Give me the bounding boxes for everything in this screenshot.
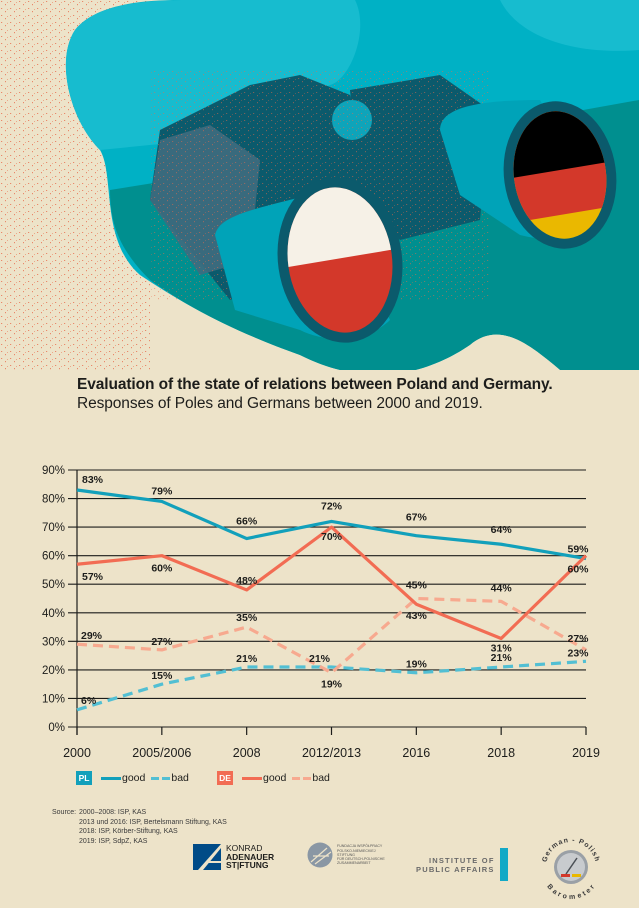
chart-legend: PL good bad DE good bad <box>76 770 576 788</box>
data-label: 21% <box>491 652 513 664</box>
source-line: 2013 und 2016: ISP, Bertelsmann Stiftung… <box>79 818 227 826</box>
data-label: 19% <box>321 679 343 691</box>
isp-bar <box>499 848 508 881</box>
legend-group-de: DE good bad <box>217 770 330 786</box>
series-line-pl-bad <box>76 659 587 712</box>
data-label: 60% <box>567 564 589 576</box>
data-label: 35% <box>236 612 258 624</box>
isp-logo: INSTITUTE OF PUBLIC AFFAIRS <box>416 848 508 881</box>
kas-line3: ST|FTUNG <box>226 860 269 871</box>
line-chart: 0% 10% 20% 30% 40% 50% 60% 70% 80% 90% 2000 2005/2… <box>42 465 600 760</box>
y-tick-label: 90% <box>42 465 65 477</box>
isp-line1: INSTITUTE OF <box>428 855 495 865</box>
data-label: 6% <box>81 695 97 707</box>
data-label: 66% <box>236 516 258 528</box>
data-labels: 83% 79% 66% 72% 67% 64% 59% 57% 60% 48% 70% 43% 31% 6… <box>81 474 589 707</box>
x-tick-label: 2018 <box>487 746 515 760</box>
kas-line1: KONRAD <box>226 843 263 854</box>
data-label: 23% <box>567 647 589 659</box>
fwpn-line2: POLSKO-NIEMIECKIEJ <box>337 848 376 853</box>
source-note: Source: 2000–2008: ISP, KAS 2013 und 2016… <box>52 808 227 846</box>
series-line-pl-good <box>76 488 587 561</box>
y-tick-label: 20% <box>42 665 65 677</box>
source-line: 2018: ISP, Körber-Stiftung, KAS <box>79 828 178 835</box>
pl-good-label: good <box>122 772 146 784</box>
de-bad-label: bad <box>312 772 330 784</box>
data-label: 43% <box>406 610 428 622</box>
source-line: 2000–2008: ISP, KAS <box>79 809 147 816</box>
data-label: 45% <box>406 580 428 592</box>
fwpn-line3: STIFTUNG <box>337 852 355 857</box>
data-label: 64% <box>491 524 513 536</box>
y-tick-label: 0% <box>48 722 65 734</box>
chart-title: Evaluation of the state of relations bet… <box>77 376 553 393</box>
series-lines <box>76 488 588 712</box>
data-label: 72% <box>321 500 343 512</box>
partner-logos: KONRAD ADENAUER ST|FTUNG FUNDACJA WSPÓŁP… <box>0 830 639 900</box>
x-tick-label: 2005/2006 <box>132 746 191 760</box>
data-label: 83% <box>82 474 104 486</box>
fwpn-logo-icon <box>307 842 333 868</box>
isp-line2: PUBLIC AFFAIRS <box>416 864 495 874</box>
x-tick-label: 2008 <box>233 746 261 760</box>
kas-logo-icon <box>193 844 221 870</box>
y-tick-label: 30% <box>42 636 65 648</box>
source-line: 2019: ISP, SdpZ, KAS <box>79 837 148 845</box>
x-tick-label: 2012/2013 <box>302 746 361 760</box>
y-tick-label: 50% <box>42 579 65 591</box>
y-axis-ticks: 0% 10% 20% 30% 40% 50% 60% 70% 80% 90% <box>42 465 65 734</box>
pl-good-swatch <box>101 776 121 780</box>
data-label: 60% <box>151 563 173 575</box>
pl-badge: PL <box>76 771 92 785</box>
y-tick-label: 40% <box>42 608 65 620</box>
y-tick-label: 10% <box>42 693 65 705</box>
data-label: 59% <box>567 544 589 556</box>
data-label: 70% <box>321 531 343 543</box>
data-label: 27% <box>567 633 589 645</box>
de-good-swatch <box>242 776 262 780</box>
de-badge: DE <box>217 771 233 785</box>
y-tick-label: 80% <box>42 494 65 506</box>
data-label: 57% <box>82 571 104 583</box>
data-label: 19% <box>406 659 428 671</box>
x-axis-ticks: 2000 2005/2006 2008 2012/2013 2016 2018 2019 <box>63 727 600 760</box>
barometer-bottom-text: Barometer <box>545 883 595 900</box>
sand-hill <box>420 334 560 370</box>
fwpn-line4: FÜR DEUTSCH-POLNISCHE <box>337 857 385 862</box>
series-line-de-good <box>76 525 588 641</box>
x-tick-label: 2016 <box>402 746 430 760</box>
data-label: 27% <box>151 636 173 648</box>
data-label: 15% <box>151 670 173 682</box>
data-label: 29% <box>81 630 103 642</box>
series-line-de-bad <box>76 596 587 675</box>
fwpn-line1: FUNDACJA WSPÓŁPRACY <box>337 844 383 849</box>
source-label: Source: <box>52 809 77 816</box>
svg-text:Barometer: Barometer <box>545 883 597 900</box>
pl-bad-label: bad <box>171 772 189 784</box>
sky-light-shape-2 <box>500 0 639 51</box>
x-tick-label: 2000 <box>63 746 91 760</box>
binoculars-illustration <box>0 0 639 370</box>
de-bad-swatch <box>292 776 312 780</box>
data-label: 48% <box>236 575 258 587</box>
de-good-label: good <box>263 772 287 784</box>
fwpn-line5: ZUSAMMENARBEIT <box>337 861 371 866</box>
kas-logo: KONRAD ADENAUER ST|FTUNG <box>193 844 274 870</box>
data-label: 79% <box>151 485 173 497</box>
barometer-logo: German - Polish Barometer <box>541 837 599 900</box>
data-label: 31% <box>491 642 513 654</box>
pl-bad-swatch <box>151 776 171 780</box>
y-tick-label: 60% <box>42 551 65 563</box>
data-label: 21% <box>309 653 331 665</box>
x-tick-label: 2019 <box>572 746 600 760</box>
y-tick-label: 70% <box>42 522 65 534</box>
data-label: 44% <box>491 582 513 594</box>
chart-title-block: Evaluation of the state of relations bet… <box>77 375 597 413</box>
chart-subtitle: Responses of Poles and Germans between 2… <box>77 395 483 412</box>
data-label: 21% <box>236 653 258 665</box>
data-label: 67% <box>406 512 428 524</box>
kas-line2: ADENAUER <box>226 851 275 862</box>
legend-group-pl: PL good bad <box>76 770 189 786</box>
fwpn-logo: FUNDACJA WSPÓŁPRACY POLSKO-NIEMIECKIEJ S… <box>307 842 389 868</box>
